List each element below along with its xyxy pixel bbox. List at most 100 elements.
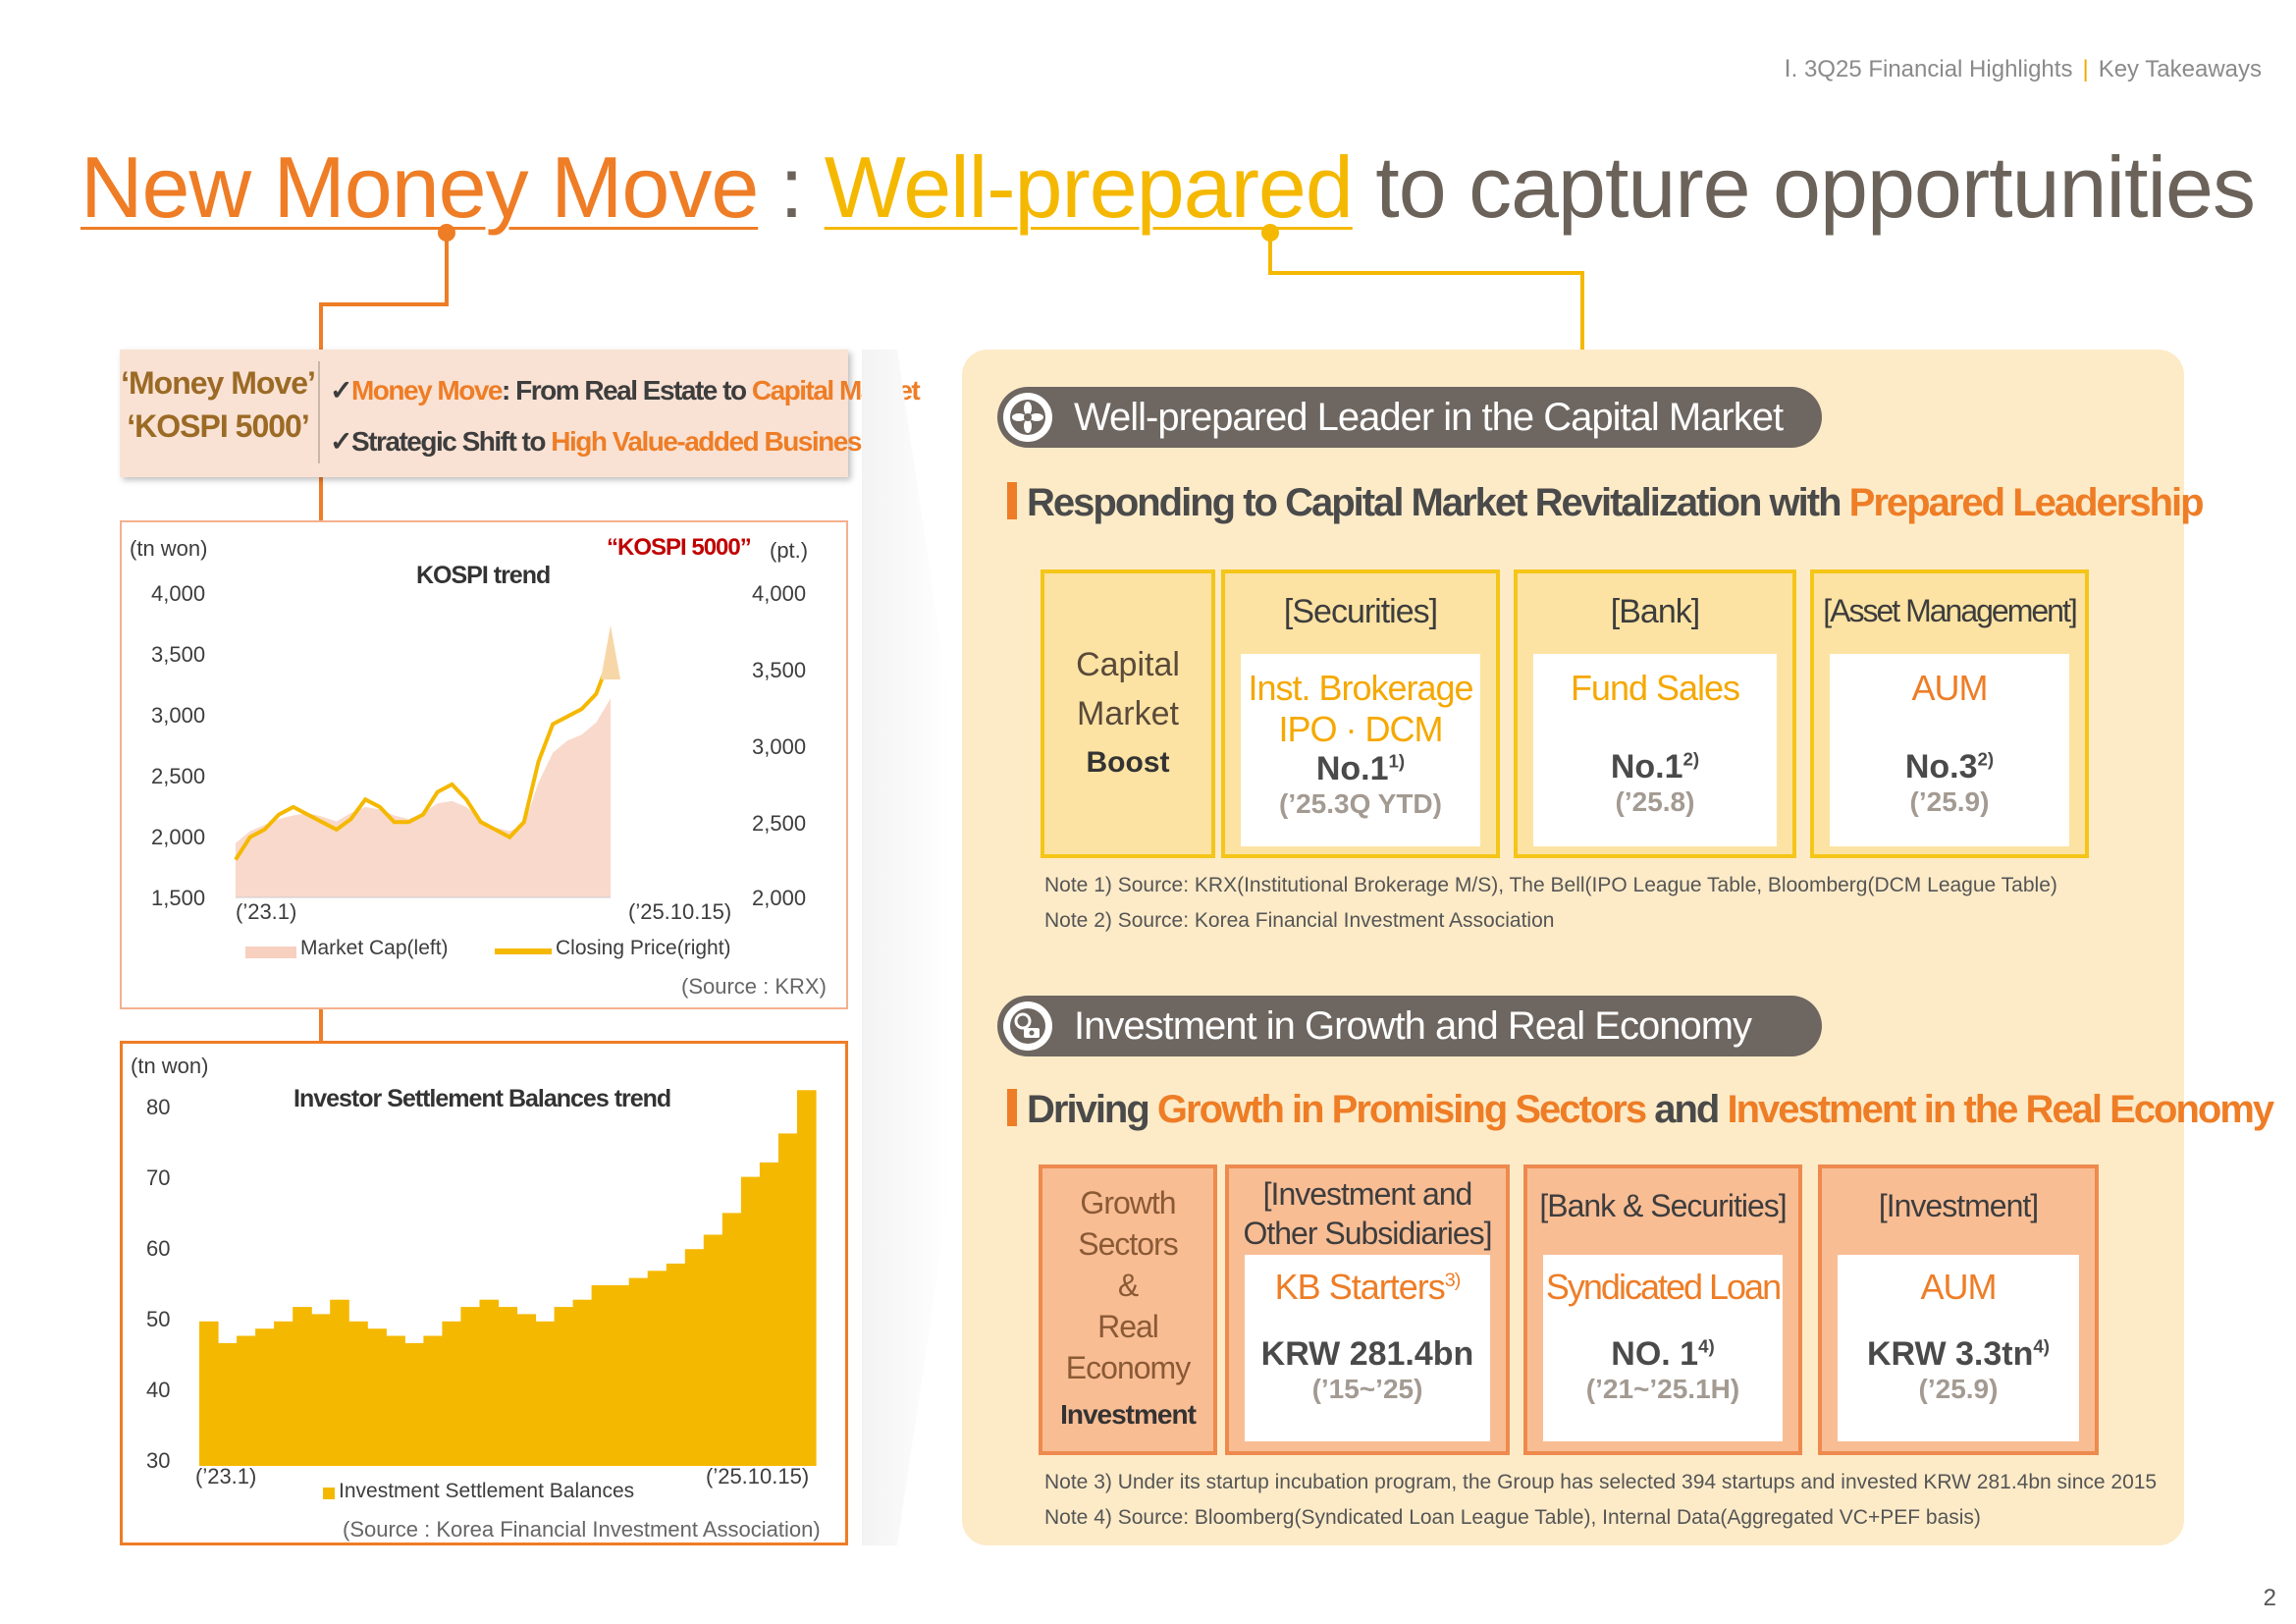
title-part1: New Money Move (80, 138, 759, 236)
securities-card: [Securities] Inst. Brokerage IPO · DCM N… (1221, 569, 1500, 858)
card-inner: AUM No.32) (’25.9) (1830, 654, 2069, 846)
section-pill-growth: Investment in Growth and Real Economy (997, 996, 1822, 1056)
title-colon: : (779, 138, 803, 236)
section-title: Investment in Growth and Real Economy (1074, 1004, 1752, 1048)
card-period: (’25.8) (1615, 786, 1695, 817)
bank-securities-card: [Bank & Securities] Syndicated Loan NO. … (1523, 1164, 1802, 1455)
tick-label: 2,000 (752, 886, 807, 910)
tick-label: 4,000 (752, 581, 807, 606)
settlement-bar (516, 1314, 537, 1466)
footnote: Note 3) Under its startup incubation pro… (1044, 1471, 2158, 1493)
card-period: (’25.9) (1918, 1374, 1999, 1404)
section-subtitle: Responding to Capital Market Revitalizat… (1007, 481, 2205, 525)
settlement-bar (797, 1090, 817, 1466)
connector-dot (438, 224, 455, 242)
closing-price-line (234, 655, 613, 861)
settlement-bar (647, 1271, 667, 1466)
flower-icon (1003, 393, 1052, 442)
connector-line (1268, 228, 1272, 275)
source-label: (Source : Korea Financial Investment Ass… (343, 1517, 821, 1542)
card-header: [Asset Management] (1823, 593, 2077, 628)
check-icon: ✓ (330, 426, 352, 457)
tick-label: 1,500 (151, 886, 206, 910)
tick-label: 3,500 (151, 642, 206, 667)
section-title: Well-prepared Leader in the Capital Mark… (1074, 396, 1784, 439)
chart-title: Investor Settlement Balances trend (294, 1085, 671, 1112)
card-rank: No.11) (1241, 750, 1480, 788)
asset-management-card: [Asset Management] AUM No.32) (’25.9) (1810, 569, 2089, 858)
card-header: [Securities] (1283, 593, 1438, 630)
legend-swatch-line (495, 948, 552, 954)
card-header: [Investment] (1878, 1188, 2039, 1223)
settlement-bar (311, 1314, 331, 1466)
tick-label: 50 (146, 1307, 171, 1331)
footnote-ref: 1) (1388, 750, 1406, 772)
settlement-bar (684, 1249, 705, 1466)
card-metric: Fund Sales (1570, 668, 1740, 708)
card-metric: IPO · DCM (1278, 709, 1444, 749)
subtitle-text: Driving (1027, 1088, 1157, 1131)
tick-label: 70 (146, 1165, 171, 1190)
settlement-bar (255, 1328, 275, 1466)
footnote: Note 4) Source: Bloomberg(Syndicated Loa… (1044, 1506, 1981, 1529)
page-title: New Money Move: Well-prepared to capture … (80, 137, 2256, 238)
connector-line (319, 302, 323, 352)
growth-sectors-card: Growth Sectors & Real Economy Investment (1039, 1164, 1217, 1455)
breadcrumb-page: Key Takeaways (2098, 56, 2262, 82)
card-header: [Investment and Other Subsidiaries] (1229, 1174, 1506, 1253)
arrow-shape (862, 350, 950, 1545)
card-header-line: [Investment and (1262, 1176, 1473, 1212)
footnote-ref: 2) (1682, 748, 1700, 770)
legend-label: Investment Settlement Balances (339, 1480, 635, 1502)
growth-label: Real (1097, 1309, 1159, 1344)
legend-swatch (323, 1488, 335, 1499)
connector-line (319, 1007, 323, 1041)
tick-label: 3,000 (752, 734, 807, 759)
page-number: 2 (2263, 1585, 2276, 1611)
subtitle-highlight: Prepared Leadership (1848, 481, 2205, 524)
settlement-bar (572, 1299, 593, 1466)
settlement-bar (498, 1307, 518, 1466)
accent-bar (1007, 482, 1017, 519)
settlement-bar (460, 1307, 480, 1466)
card-header: [Bank] (1610, 593, 1700, 630)
point-highlight: Money Move (350, 375, 504, 406)
footnote: Note 1) Source: KRX(Institutional Broker… (1044, 874, 2057, 896)
connector-line (319, 302, 449, 306)
boost-label: Capital (1076, 646, 1180, 683)
settlement-bar (442, 1321, 461, 1466)
x-start-label: (’23.1) (195, 1464, 257, 1489)
breadcrumb: Ⅰ. 3Q25 Financial Highlights | Key Takeawa… (1785, 55, 2262, 83)
point-text: : From Real Estate to (502, 375, 752, 406)
right-panel: Well-prepared Leader in the Capital Mark… (962, 350, 2274, 1545)
source-label: (Source : KRX) (681, 974, 827, 999)
chart-title: KOSPI trend (416, 562, 551, 589)
money-move-box: ‘Money Move’ ‘KOSPI 5000’ ✓Money Move: F… (120, 350, 921, 477)
connector-line (445, 228, 449, 306)
footnote-ref: 4) (2033, 1335, 2050, 1357)
card-period: (’21~’25.1H) (1585, 1374, 1740, 1404)
card-inner: Syndicated Loan NO. 14) (’21~’25.1H) (1543, 1255, 1783, 1441)
card-metric: KB Starters3) (1245, 1267, 1490, 1308)
growth-label: Investment (1060, 1399, 1197, 1430)
settlement-bar (348, 1321, 368, 1466)
card-value: NO. 14) (1543, 1335, 1783, 1374)
title-part3: to capture opportunities (1375, 138, 2256, 236)
investment-card: [Investment] AUM KRW 3.3tn4) (’25.9) (1818, 1164, 2099, 1455)
card-metric: AUM (1911, 668, 1989, 708)
value-text: KRW 3.3tn (1866, 1335, 2034, 1373)
settlement-bar (199, 1321, 219, 1466)
kospi-plot (234, 625, 620, 898)
settlement-bar (237, 1335, 256, 1466)
settlement-bar (628, 1277, 649, 1466)
growth-label: Growth (1080, 1185, 1176, 1220)
title-part2: Well-prepared (824, 138, 1354, 236)
connector-dot (1261, 224, 1279, 242)
card-inner: KB Starters3) KRW 281.4bn (’15~’25) (1245, 1255, 1490, 1441)
settlement-bar (554, 1307, 574, 1466)
tick-label: 3,500 (752, 658, 807, 682)
settlement-bar (218, 1342, 238, 1466)
card-header: [Bank & Securities] (1539, 1188, 1787, 1223)
card-period: (’25.3Q YTD) (1279, 788, 1442, 819)
tick-label: 40 (146, 1378, 171, 1402)
